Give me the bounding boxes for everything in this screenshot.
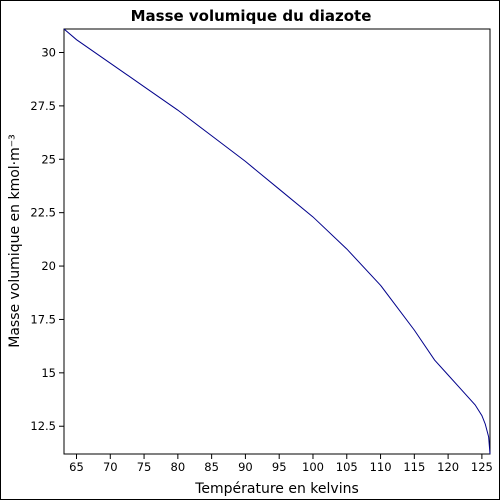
y-tick-label-12.5: 12.5 [30,419,56,433]
x-axis-label: Température en kelvins [194,481,359,497]
x-tick-label-90: 90 [238,460,253,474]
plot-area-frame [63,28,491,455]
y-tick-label-22.5: 22.5 [30,206,56,220]
y-tick-label-17.5: 17.5 [30,312,56,326]
y-tick-label-20: 20 [41,259,56,273]
y-tick-label-15: 15 [41,366,56,380]
y-tick-label-25: 25 [41,152,56,166]
x-tick-label-65: 65 [69,460,84,474]
y-tick-label-27.5: 27.5 [30,99,56,113]
y-axis-label: Masse volumique en kmol·m⁻³ [7,134,23,348]
series-group [63,28,491,455]
series-line-0 [63,28,491,455]
x-tick-label-80: 80 [171,460,186,474]
x-tick-label-75: 75 [137,460,152,474]
y-axis-ticks: 12.5 15 17.5 20 22.5 25 27.5 30 [30,45,64,433]
x-tick-label-120: 120 [437,460,459,474]
x-axis-ticks: 65 70 75 80 85 90 95 100 105 110 115 120 125 [69,454,493,474]
x-tick-label-110: 110 [370,460,392,474]
chart-title: Masse volumique du diazote [131,7,372,25]
x-tick-label-85: 85 [204,460,219,474]
x-tick-label-125: 125 [471,460,493,474]
x-tick-label-115: 115 [403,460,425,474]
x-tick-label-100: 100 [302,460,324,474]
x-tick-label-70: 70 [103,460,118,474]
x-tick-label-95: 95 [272,460,287,474]
y-tick-label-30: 30 [41,45,56,59]
x-tick-label-105: 105 [336,460,358,474]
